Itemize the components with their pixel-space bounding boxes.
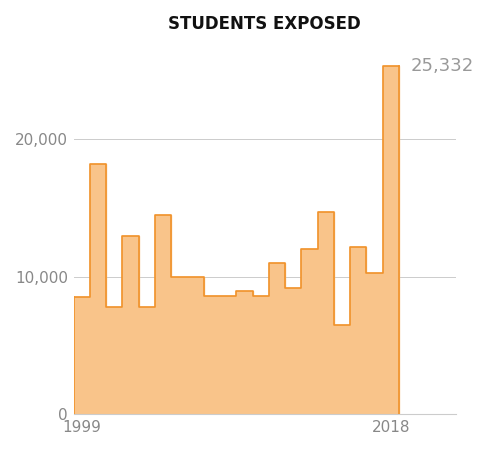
Text: 25,332: 25,332 (409, 57, 473, 75)
Title: STUDENTS EXPOSED: STUDENTS EXPOSED (168, 15, 360, 33)
